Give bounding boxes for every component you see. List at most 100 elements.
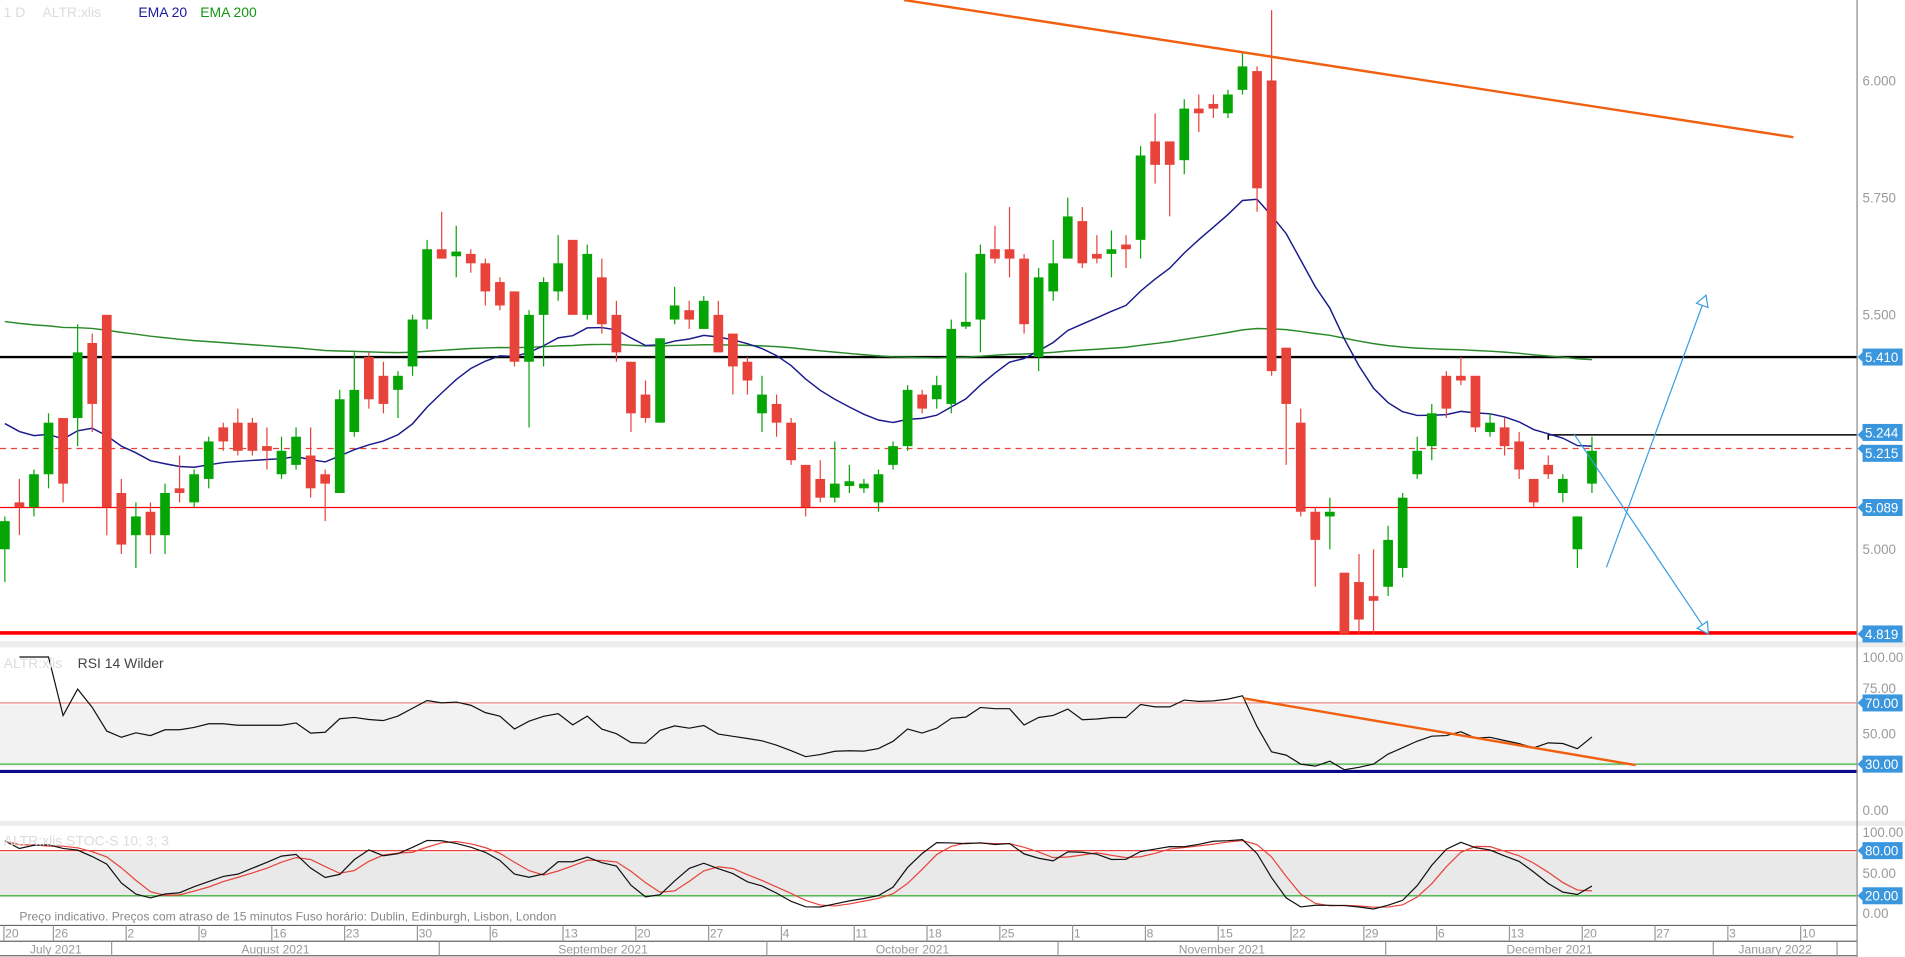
candle-body (582, 253, 593, 315)
candle-body (596, 277, 607, 325)
ema20-legend[interactable]: EMA 20 (138, 4, 187, 20)
candle (1456, 357, 1466, 386)
price-tick: 5.000 (1863, 542, 1896, 557)
week-tick-label: 27 (1656, 927, 1670, 941)
candle (480, 258, 491, 306)
candle-body (364, 357, 374, 400)
ema200-legend[interactable]: EMA 200 (200, 4, 257, 20)
candle (509, 291, 520, 367)
candle (567, 239, 578, 315)
descending-trendline[interactable] (903, 0, 1794, 139)
rsi-legend[interactable]: RSI 14 Wilder (78, 655, 164, 671)
candle (829, 441, 840, 503)
stoch-k-line (4, 839, 1593, 910)
candle (786, 417, 796, 465)
week-tick-label: 26 (55, 927, 69, 941)
candle (626, 361, 636, 433)
candle-body (1572, 516, 1583, 550)
rsi-70-badge: 70.00 (1857, 694, 1903, 712)
candle-body (786, 422, 796, 461)
candle (451, 225, 462, 278)
support-badge: 5.089 (1857, 499, 1903, 517)
rsi-tick: 0.00 (1863, 803, 1889, 818)
candle (888, 441, 898, 470)
candle-body (844, 481, 855, 486)
candle (203, 436, 214, 489)
candle (291, 427, 301, 470)
arrow-head-icon (1696, 620, 1710, 635)
candle-body (436, 249, 447, 259)
week-tick-label: 10 (1802, 927, 1816, 941)
candle-body (1179, 108, 1190, 161)
candle-body (1164, 141, 1175, 165)
badge-bg (1862, 755, 1903, 773)
badge-text: 70.00 (1865, 696, 1898, 711)
candle (582, 244, 593, 320)
candle (1383, 525, 1393, 597)
week-tick-label: 18 (928, 927, 942, 941)
stoch-tick: 100.00 (1863, 825, 1904, 840)
week-tick-label: 2 (127, 927, 134, 941)
candle-body (1033, 277, 1044, 358)
candle-body (1150, 141, 1160, 165)
panel-divider[interactable] (0, 641, 1905, 648)
candle-body (1004, 249, 1015, 259)
candle (1048, 239, 1059, 301)
badge-bg (1862, 694, 1903, 712)
candle-body (276, 450, 287, 475)
last-price-badge: 5.215 (1857, 443, 1903, 462)
candle-body (1281, 347, 1292, 404)
candle (931, 375, 942, 409)
candle (1092, 235, 1102, 264)
recent-high-line[interactable] (1547, 434, 1857, 440)
candle-body (1426, 413, 1437, 447)
candle-body (1325, 511, 1335, 517)
stoch-tick: 50.00 (1863, 866, 1896, 881)
candle (1485, 413, 1495, 437)
price-tick: 5.750 (1863, 191, 1896, 206)
candle (844, 464, 855, 494)
month-label: October 2021 (876, 942, 950, 956)
candle (684, 300, 695, 329)
candle (436, 211, 447, 259)
week-tick-label: 13 (564, 927, 578, 941)
candle-body (684, 310, 695, 320)
candle-body (1485, 422, 1495, 433)
badge-pointer-icon (1857, 502, 1863, 513)
week-tick-label: 30 (419, 927, 433, 941)
candle (1019, 253, 1029, 334)
stoch-legend[interactable]: ALTR:xlis STOC-S 10; 3; 3 (4, 832, 170, 848)
candle (1514, 432, 1524, 479)
candle-body (87, 342, 98, 404)
bearish-arrow[interactable] (1573, 433, 1709, 635)
badge-pointer-icon (1857, 443, 1863, 454)
candle (1310, 507, 1321, 587)
symbol-label: ALTR:xlis (42, 4, 101, 20)
candle (1179, 99, 1190, 175)
arrow-head-icon (1695, 293, 1709, 309)
candle-body (1295, 422, 1306, 512)
week-tick-label: 13 (1511, 927, 1525, 941)
candle-body (393, 375, 403, 390)
bullish-arrow[interactable] (1605, 294, 1707, 568)
month-label: July 2021 (30, 942, 82, 956)
week-tick-label: 27 (710, 927, 724, 941)
week-tick-label: 16 (273, 927, 287, 941)
badge-bg (1862, 625, 1903, 643)
candle-body (1077, 221, 1088, 264)
recent-high-badge: 5.244 (1857, 423, 1903, 441)
candle (1252, 66, 1262, 212)
candle (495, 277, 505, 311)
candle-body (553, 263, 564, 292)
panel-divider[interactable] (0, 820, 1905, 826)
rsi-trendline[interactable] (1243, 697, 1636, 767)
candle-body (451, 251, 462, 257)
candle (728, 333, 738, 395)
candle (800, 464, 811, 517)
candle-body (1470, 375, 1481, 428)
low-badge: 4.819 (1857, 625, 1903, 643)
candle (1121, 235, 1131, 268)
candle (655, 338, 665, 423)
candle-body (1062, 216, 1073, 259)
